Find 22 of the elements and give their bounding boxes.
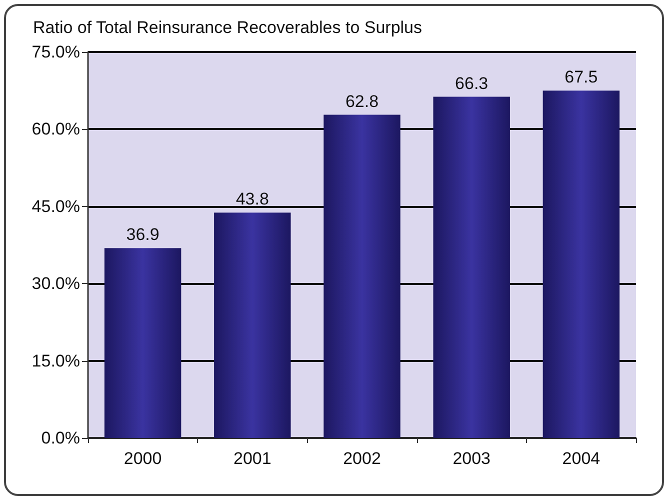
y-tick-label: 0.0%: [41, 428, 80, 448]
data-label: 36.9: [126, 225, 160, 244]
data-label: 67.5: [564, 68, 598, 87]
y-tick-label: 30.0%: [32, 274, 80, 294]
x-tick-label: 2003: [452, 449, 491, 468]
y-tick-label: 15.0%: [32, 351, 80, 370]
bar: [214, 212, 291, 438]
bar: [433, 96, 510, 438]
data-label: 66.3: [455, 74, 488, 93]
data-label: 43.8: [236, 190, 269, 209]
x-tick-label: 2004: [562, 449, 600, 468]
chart-title: Ratio of Total Reinsurance Recoverables to Surplus: [33, 18, 422, 37]
data-label: 62.8: [345, 92, 379, 111]
bar: [542, 90, 620, 438]
y-tick-label: 45.0%: [32, 196, 80, 216]
y-tick-label: 75.0%: [32, 42, 80, 62]
bar: [324, 114, 400, 438]
bar: [104, 248, 182, 438]
x-tick-label: 2001: [233, 449, 272, 468]
x-tick-label: 2002: [343, 449, 381, 468]
y-tick-label: 60.0%: [32, 120, 80, 139]
x-tick-label: 2000: [124, 449, 162, 468]
